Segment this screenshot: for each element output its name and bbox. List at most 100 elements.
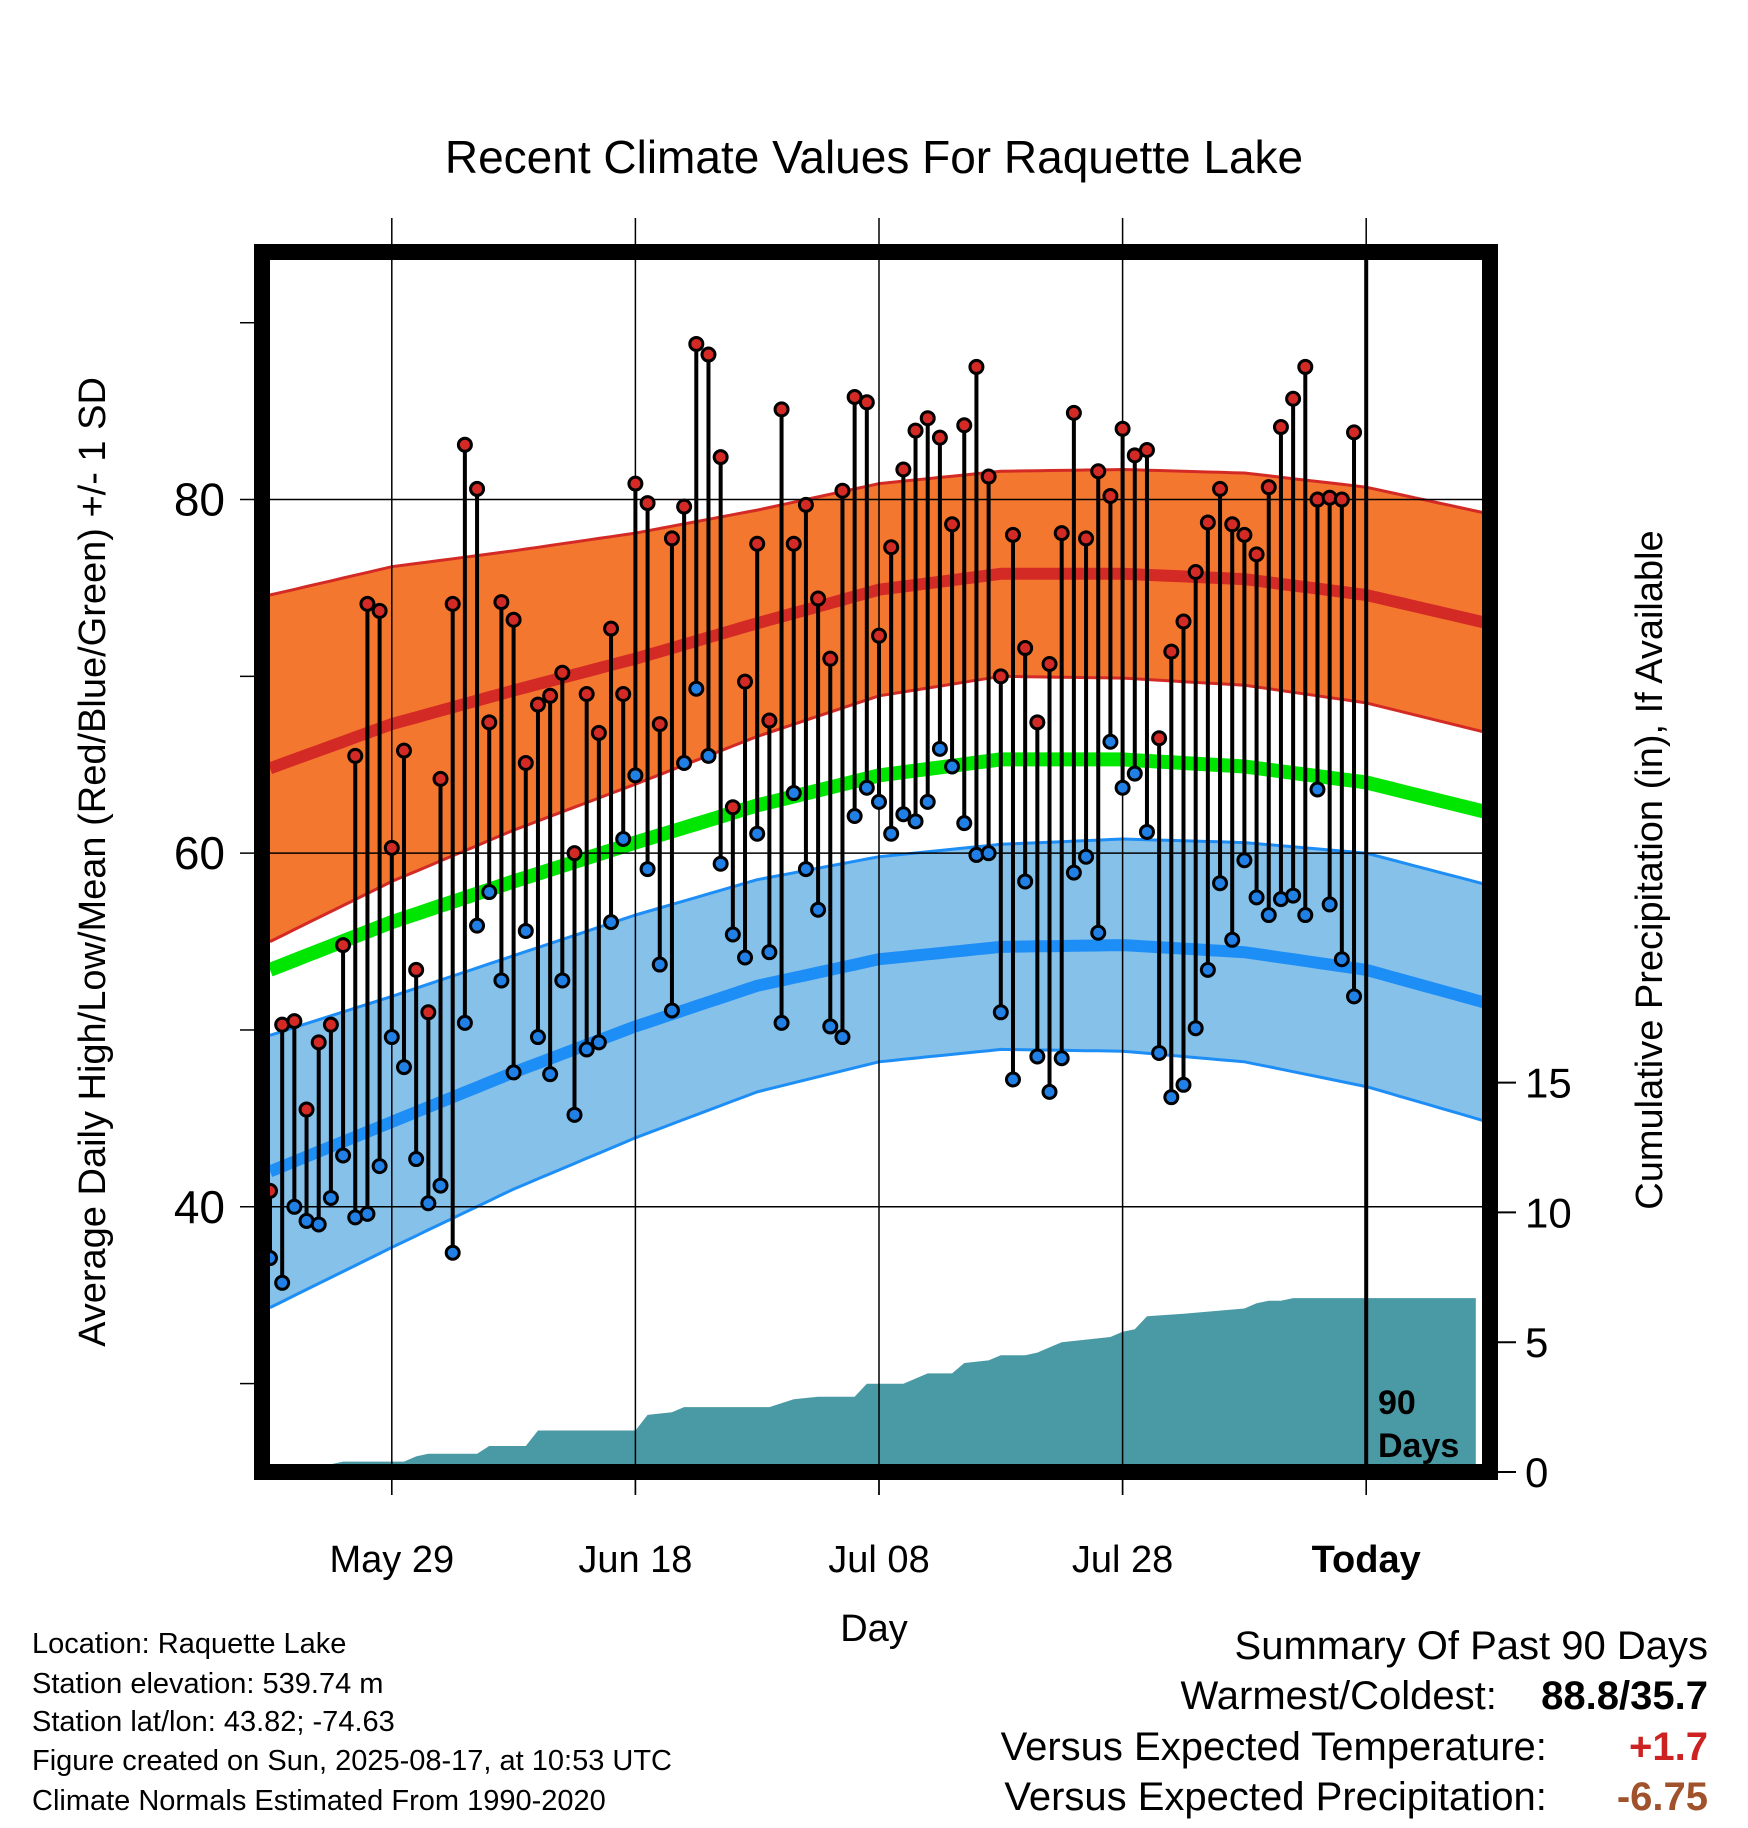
daily-high-point [408, 961, 425, 978]
daily-high-point [724, 799, 741, 816]
daily-low-point [1333, 951, 1350, 968]
daily-high-point [895, 461, 912, 478]
daily-low-point [395, 1059, 412, 1076]
daily-high-point [931, 429, 948, 446]
daily-high-point [1175, 613, 1192, 630]
daily-high-point [335, 937, 352, 954]
daily-high-point [651, 716, 668, 733]
daily-high-point [469, 480, 486, 497]
daily-low-point [1260, 907, 1277, 924]
daily-low-point [846, 808, 863, 825]
temp-departure-value: +1.7 [1629, 1725, 1708, 1769]
daily-low-point [432, 1177, 449, 1194]
daily-low-point [797, 861, 814, 878]
daily-high-point [639, 495, 656, 512]
chart-title: Recent Climate Values For Raquette Lake [445, 131, 1303, 183]
daily-low-point [286, 1198, 303, 1215]
daily-low-point [322, 1189, 339, 1206]
daily-low-point [1297, 907, 1314, 924]
daily-high-point [359, 595, 376, 612]
daily-low-point [1041, 1083, 1058, 1100]
daily-low-point [1017, 873, 1034, 890]
daily-high-point [347, 747, 364, 764]
y-tick-label: 60 [174, 827, 225, 879]
daily-high-point [310, 1034, 327, 1051]
daily-low-point [420, 1195, 437, 1212]
daily-low-point [1212, 875, 1229, 892]
daily-high-point [1078, 530, 1095, 547]
daily-high-point [663, 530, 680, 547]
daily-low-point [895, 806, 912, 823]
precip-departure-value: -6.75 [1616, 1775, 1708, 1819]
daily-high-point [712, 449, 729, 466]
daily-high-point [1017, 640, 1034, 657]
daily-high-point [566, 845, 583, 862]
daily-high-point [992, 668, 1009, 685]
daily-high-point [700, 346, 717, 363]
plot-frame [254, 244, 1498, 1480]
x-tick-label: Today [1312, 1539, 1421, 1581]
daily-high-point [773, 401, 790, 418]
daily-high-point [395, 742, 412, 759]
daily-low-point [956, 815, 973, 832]
daily-high-point [1041, 655, 1058, 672]
daily-high-point [322, 1016, 339, 1033]
daily-low-point [1321, 896, 1338, 913]
y2-tick-label: 10 [1525, 1189, 1572, 1236]
x-tick-label: Jul 08 [828, 1539, 929, 1581]
daily-low-point [274, 1274, 291, 1291]
x-tick-label: Jun 18 [578, 1539, 692, 1581]
daily-high-point [676, 498, 693, 515]
daily-low-point [493, 972, 510, 989]
daily-high-point [785, 535, 802, 552]
daily-low-point [1224, 931, 1241, 948]
daily-low-point [566, 1106, 583, 1123]
daily-low-point [1102, 733, 1119, 750]
normal-high-band [270, 469, 1488, 942]
summary-temperature: Versus Expected Temperature: +1.7 [1001, 1727, 1708, 1767]
daily-high-point [834, 482, 851, 499]
daily-high-point [810, 590, 827, 607]
daily-high-point [420, 1004, 437, 1021]
daily-high-point [1212, 480, 1229, 497]
daily-low-point [310, 1216, 327, 1233]
daily-high-point [1187, 564, 1204, 581]
daily-high-point [493, 594, 510, 611]
daily-high-point [1138, 442, 1155, 459]
daily-high-point [1236, 526, 1253, 543]
daily-high-point [919, 410, 936, 427]
daily-low-point [408, 1151, 425, 1168]
daily-high-point [505, 611, 522, 628]
daily-low-point [1285, 887, 1302, 904]
y2-tick-label: 0 [1525, 1449, 1548, 1496]
daily-low-point [1346, 988, 1363, 1005]
daily-low-point [1138, 823, 1155, 840]
daily-high-point [371, 602, 388, 619]
daily-high-point [968, 358, 985, 375]
daily-low-point [542, 1066, 559, 1083]
precip-area [270, 1298, 1476, 1472]
daily-low-point [517, 922, 534, 939]
daily-high-point [1029, 714, 1046, 731]
daily-low-point [834, 1029, 851, 1046]
daily-high-point [542, 687, 559, 704]
summary-warm-cold: Warmest/Coldest: 88.8/35.7 [1181, 1676, 1709, 1716]
x-axis-label: Day [840, 1608, 908, 1650]
precip-departure-label: Versus Expected Precipitation: [1004, 1775, 1547, 1819]
daily-high-point [590, 724, 607, 741]
daily-high-point [761, 712, 778, 729]
station-elevation: Station elevation: 539.74 m [32, 1668, 384, 1700]
daily-low-point [505, 1064, 522, 1081]
daily-low-point [1078, 848, 1095, 865]
daily-low-point [883, 825, 900, 842]
daily-high-point [627, 475, 644, 492]
daily-low-point [578, 1041, 595, 1058]
daily-high-point [871, 627, 887, 644]
daily-low-point [688, 680, 705, 697]
daily-low-point [871, 793, 887, 810]
warm-cold-value: 88.8/35.7 [1541, 1674, 1708, 1718]
daily-high-point [1285, 390, 1302, 407]
daily-high-point [1004, 526, 1021, 543]
daily-low-point [712, 855, 729, 872]
daily-high-point [1346, 424, 1363, 441]
